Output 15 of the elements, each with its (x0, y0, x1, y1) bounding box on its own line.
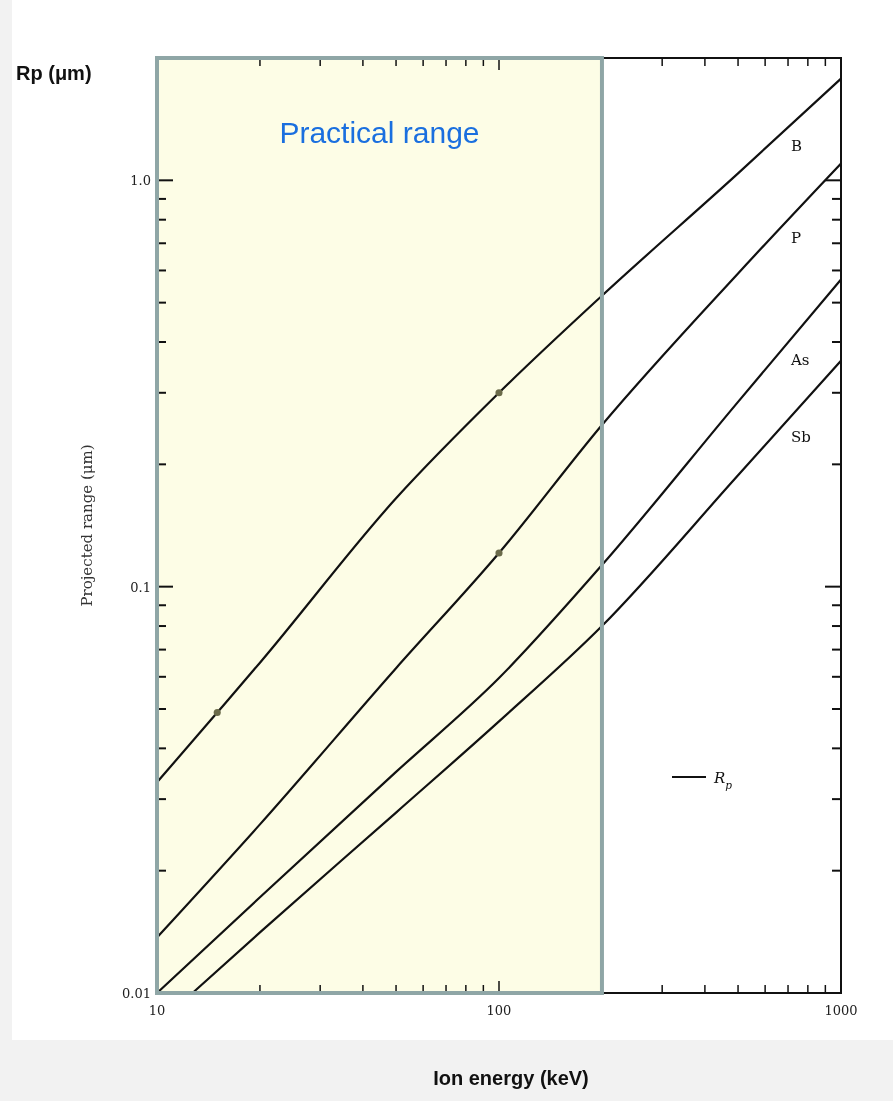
x-tick-label: 1000 (824, 1003, 858, 1018)
band-label: Practical range (279, 116, 480, 149)
y-tick-label: 1.0 (130, 173, 151, 189)
series-label: Sb (791, 428, 811, 447)
series-label: As (790, 350, 810, 369)
x-tick-label: 100 (486, 1003, 512, 1018)
annotation: R$_{p}$ (713, 769, 733, 791)
y-tick-label: 0.01 (122, 986, 151, 1001)
x-axis-title: Ion energy (keV) (433, 1067, 589, 1089)
x-tick-label: 10 (148, 1003, 166, 1018)
y-tick-label: 0.1 (130, 579, 151, 595)
series-label: B (791, 136, 803, 155)
y-axis-title: Projected range (μm) (78, 444, 96, 607)
text: Rp (μm) (16, 62, 92, 84)
legend-label: P (791, 228, 802, 247)
